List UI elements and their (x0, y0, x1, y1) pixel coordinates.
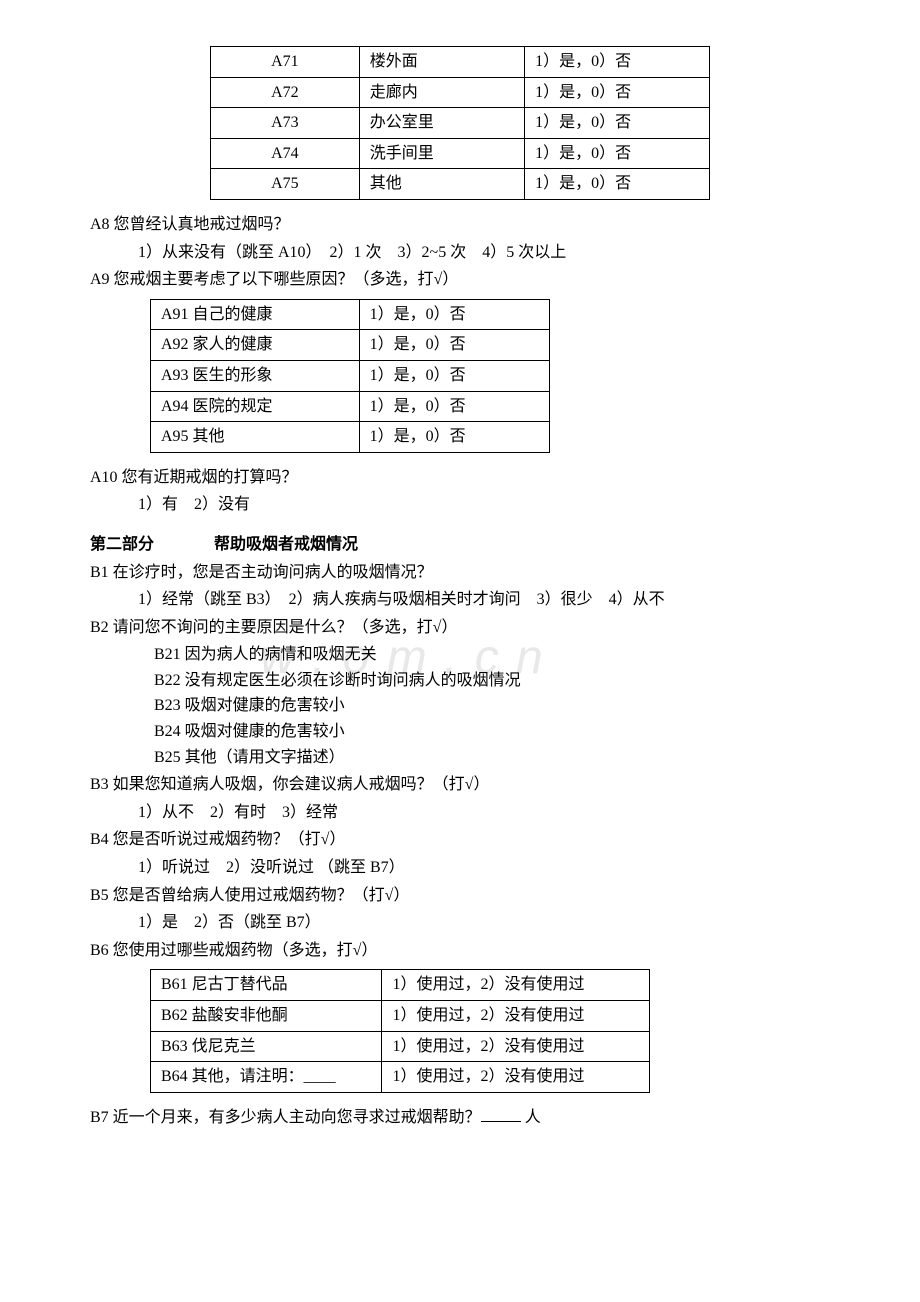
options-a10: 1）有 2）没有 (90, 492, 830, 518)
cell-choice: 1）是，0）否 (525, 47, 710, 78)
cell-place: 其他 (359, 169, 524, 200)
cell-choice: 1）是，0）否 (525, 138, 710, 169)
cell-code: A72 (211, 77, 360, 108)
table-row: A94 医院的规定1）是，0）否 (151, 391, 550, 422)
question-b5: B5 您是否曾给病人使用过戒烟药物？（打√） (90, 883, 830, 909)
cell-place: 办公室里 (359, 108, 524, 139)
options-b5: 1）是 2）否（跳至 B7） (90, 910, 830, 936)
cell-choice: 1）是，0）否 (359, 391, 549, 422)
options-a8: 1）从来没有（跳至 A10） 2）1 次 3）2~5 次 4）5 次以上 (90, 240, 830, 266)
table-row: B62 盐酸安非他酮1）使用过，2）没有使用过 (151, 1001, 650, 1032)
section-label-1: 第二部分 (90, 536, 154, 553)
table-row: A95 其他1）是，0）否 (151, 422, 550, 453)
table-row: B63 伐尼克兰1）使用过，2）没有使用过 (151, 1031, 650, 1062)
table-row: A72走廊内1）是，0）否 (211, 77, 710, 108)
cell-place: 楼外面 (359, 47, 524, 78)
table-row: A91 自己的健康1）是，0）否 (151, 299, 550, 330)
cell-choice: 1）是，0）否 (359, 360, 549, 391)
cell-place: 洗手间里 (359, 138, 524, 169)
cell-choice: 1）使用过，2）没有使用过 (382, 970, 650, 1001)
table-row: A93 医生的形象1）是，0）否 (151, 360, 550, 391)
cell-label: A95 其他 (151, 422, 360, 453)
question-b7: B7 近一个月来，有多少病人主动向您寻求过戒烟帮助？ 人 (90, 1105, 830, 1131)
cell-code: A73 (211, 108, 360, 139)
table-a9: A91 自己的健康1）是，0）否 A92 家人的健康1）是，0）否 A93 医生… (150, 299, 550, 453)
cell-code: A74 (211, 138, 360, 169)
table-row: A74洗手间里1）是，0）否 (211, 138, 710, 169)
cell-label: B62 盐酸安非他酮 (151, 1001, 382, 1032)
options-b3: 1）从不 2）有时 3）经常 (90, 800, 830, 826)
b7-blank[interactable] (481, 1121, 521, 1122)
item-b24: B24 吸烟对健康的危害较小 (90, 719, 830, 745)
question-b2: B2 请问您不询问的主要原因是什么？（多选，打√） (90, 615, 830, 641)
question-a8: A8 您曾经认真地戒过烟吗？ (90, 212, 830, 238)
cell-choice: 1）是，0）否 (359, 299, 549, 330)
section-label-2: 帮助吸烟者戒烟情况 (214, 536, 358, 553)
cell-choice: 1）是，0）否 (525, 169, 710, 200)
b7-pre: B7 近一个月来，有多少病人主动向您寻求过戒烟帮助？ (90, 1109, 481, 1126)
cell-place: 走廊内 (359, 77, 524, 108)
question-b3: B3 如果您知道病人吸烟，你会建议病人戒烟吗？（打√） (90, 772, 830, 798)
table-b6: B61 尼古丁替代品1）使用过，2）没有使用过 B62 盐酸安非他酮1）使用过，… (150, 969, 650, 1092)
table-a7: A71楼外面1）是，0）否 A72走廊内1）是，0）否 A73办公室里1）是，0… (210, 46, 710, 200)
question-b1: B1 在诊疗时，您是否主动询问病人的吸烟情况？ (90, 560, 830, 586)
cell-label: A92 家人的健康 (151, 330, 360, 361)
table-row: A71楼外面1）是，0）否 (211, 47, 710, 78)
question-b4: B4 您是否听说过戒烟药物？（打√） (90, 827, 830, 853)
question-b6: B6 您使用过哪些戒烟药物（多选，打√） (90, 938, 830, 964)
options-b4: 1）听说过 2）没听说过 （跳至 B7） (90, 855, 830, 881)
cell-label: A91 自己的健康 (151, 299, 360, 330)
b7-suf: 人 (521, 1109, 541, 1126)
item-b23: B23 吸烟对健康的危害较小 (90, 693, 830, 719)
section-2-title: 第二部分 帮助吸烟者戒烟情况 (90, 532, 830, 558)
cell-choice: 1）是，0）否 (359, 422, 549, 453)
cell-choice: 1）是，0）否 (359, 330, 549, 361)
cell-code: A75 (211, 169, 360, 200)
cell-code: A71 (211, 47, 360, 78)
question-a10: A10 您有近期戒烟的打算吗？ (90, 465, 830, 491)
cell-choice: 1）使用过，2）没有使用过 (382, 1062, 650, 1093)
table-row: B64 其他，请注明：____1）使用过，2）没有使用过 (151, 1062, 650, 1093)
item-b25: B25 其他（请用文字描述） (90, 745, 830, 771)
item-b22: B22 没有规定医生必须在诊断时询问病人的吸烟情况 (90, 668, 830, 694)
cell-choice: 1）使用过，2）没有使用过 (382, 1001, 650, 1032)
table-row: A73办公室里1）是，0）否 (211, 108, 710, 139)
cell-label: A94 医院的规定 (151, 391, 360, 422)
cell-choice: 1）是，0）否 (525, 108, 710, 139)
item-b21: B21 因为病人的病情和吸烟无关 (90, 642, 830, 668)
cell-label: B63 伐尼克兰 (151, 1031, 382, 1062)
cell-label: A93 医生的形象 (151, 360, 360, 391)
document-body: A71楼外面1）是，0）否 A72走廊内1）是，0）否 A73办公室里1）是，0… (90, 46, 830, 1130)
cell-choice: 1）使用过，2）没有使用过 (382, 1031, 650, 1062)
cell-choice: 1）是，0）否 (525, 77, 710, 108)
table-row: B61 尼古丁替代品1）使用过，2）没有使用过 (151, 970, 650, 1001)
options-b1: 1）经常（跳至 B3） 2）病人疾病与吸烟相关时才询问 3）很少 4）从不 (90, 587, 830, 613)
table-row: A92 家人的健康1）是，0）否 (151, 330, 550, 361)
cell-label: B61 尼古丁替代品 (151, 970, 382, 1001)
table-row: A75其他1）是，0）否 (211, 169, 710, 200)
question-a9: A9 您戒烟主要考虑了以下哪些原因？（多选，打√） (90, 267, 830, 293)
cell-label: B64 其他，请注明：____ (151, 1062, 382, 1093)
